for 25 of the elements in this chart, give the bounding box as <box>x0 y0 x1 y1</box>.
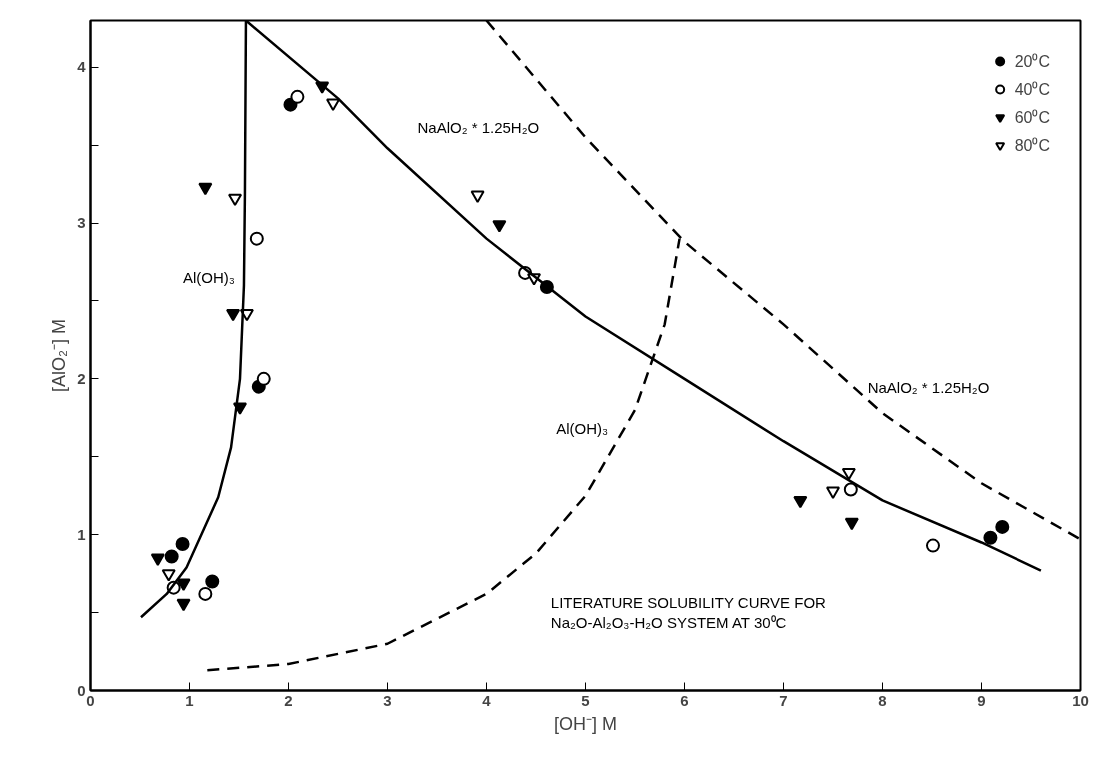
legend-label: 20⁰C <box>1014 52 1050 72</box>
x-tick-label: 9 <box>977 691 986 709</box>
x-tick-label: 4 <box>482 691 492 709</box>
annotation: LITERATURE SOLUBILITY CURVE FOR Na₂O-Al₂O₃-H₂O SYSTEM AT 30⁰C <box>550 593 827 632</box>
y-tick-label: 2 <box>77 369 86 387</box>
x-axis-title: [OH⁻] M <box>554 713 617 734</box>
annotation: NaAlO₂ * 1.25H₂O <box>867 378 990 396</box>
x-tick-label: 7 <box>779 691 788 709</box>
y-tick-label: 3 <box>77 214 86 232</box>
annotation: Al(OH)₃ <box>183 269 235 287</box>
x-tick-label: 3 <box>383 691 392 709</box>
legend-label: 40⁰C <box>1014 80 1050 100</box>
x-tick-label: 5 <box>581 691 590 709</box>
x-tick-label: 6 <box>680 691 689 709</box>
y-tick-label: 1 <box>77 525 86 543</box>
annotation: Al(OH)₃ <box>556 419 609 437</box>
y-axis-title: [AlO₂⁻] M <box>49 319 70 392</box>
x-tick-label: 2 <box>284 691 293 709</box>
x-tick-label: 10 <box>1072 691 1089 709</box>
x-tick-label: 1 <box>185 691 194 709</box>
legend-label: 60⁰C <box>1014 108 1050 128</box>
x-tick-label: 8 <box>878 691 887 709</box>
legend-label: 80⁰C <box>1014 136 1050 156</box>
y-tick-label: 4 <box>77 58 87 76</box>
annotation: NaAlO₂ * 1.25H₂O <box>417 119 540 137</box>
